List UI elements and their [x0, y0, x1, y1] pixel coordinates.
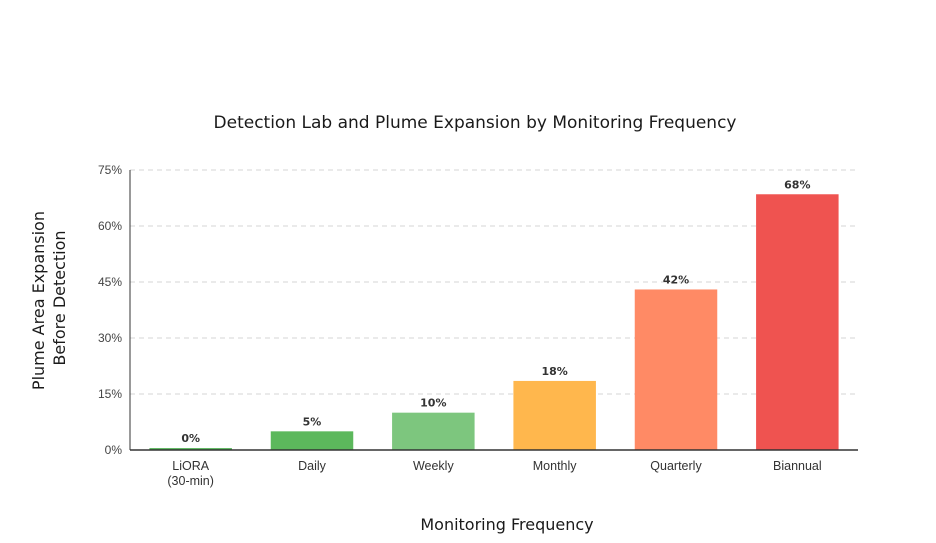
x-axis-tick-labels: LiORA (30-min) Daily Weekly Monthly Quarterly… — [167, 459, 821, 488]
bar-value-labels: 0% 5% 10% 18% 42% 68% — [181, 178, 810, 445]
y-tick-label: 15% — [98, 387, 122, 401]
y-tick-label: 0% — [105, 443, 123, 457]
y-tick-label: 45% — [98, 275, 122, 289]
x-tick-label: Quarterly — [650, 459, 702, 473]
bar — [634, 289, 718, 450]
y-axis-title: Plume Area Expansion Before Detection — [29, 206, 69, 390]
y-axis-title-line-2: Before Detection — [50, 230, 69, 365]
bar-value-label: 10% — [420, 397, 446, 410]
y-tick-label: 30% — [98, 331, 122, 345]
bar — [513, 380, 596, 450]
bar-value-label: 5% — [303, 415, 322, 428]
bar — [270, 431, 354, 450]
bar-value-label: 0% — [181, 432, 200, 445]
bar-value-label: 42% — [663, 273, 689, 286]
bar-value-label: 18% — [541, 365, 567, 378]
bar — [149, 448, 232, 450]
bar-value-label: 68% — [784, 178, 810, 191]
bars — [149, 194, 839, 450]
bar — [392, 412, 475, 450]
gridlines — [130, 169, 858, 395]
y-axis-ticks: 0% 15% 30% 45% 60% 75% — [98, 163, 122, 457]
x-axis-title: Monitoring Frequency — [420, 515, 593, 534]
x-tick-label: Biannual — [773, 459, 822, 473]
bar — [756, 194, 839, 450]
y-axis-title-line-1: Plume Area Expansion — [29, 211, 48, 390]
chart-title: Detection Lab and Plume Expansion by Mon… — [214, 113, 737, 133]
x-tick-label: Weekly — [413, 459, 455, 473]
x-tick-label: Daily — [298, 459, 327, 473]
y-tick-label: 60% — [98, 219, 122, 233]
y-tick-label: 75% — [98, 163, 122, 177]
x-tick-label: Monthly — [533, 459, 578, 473]
x-tick-label: LiORA (30-min) — [167, 459, 214, 488]
